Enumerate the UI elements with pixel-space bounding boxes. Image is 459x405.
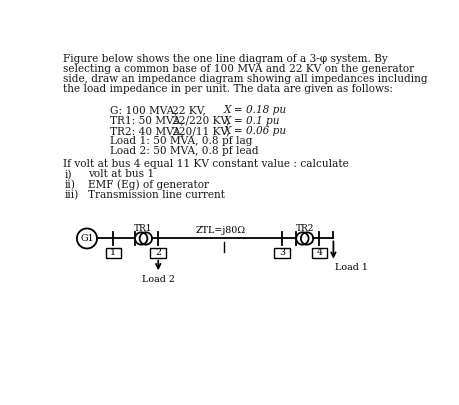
Text: 22/220 KV,: 22/220 KV, (172, 115, 229, 126)
Text: Load 1: 50 MVA, 0.8 pf lag: Load 1: 50 MVA, 0.8 pf lag (110, 136, 252, 146)
Text: TR1: TR1 (134, 224, 152, 233)
Text: TR2: 40 MVA,: TR2: 40 MVA, (110, 126, 184, 136)
Text: G: 100 MVA,: G: 100 MVA, (110, 105, 177, 115)
FancyBboxPatch shape (150, 248, 166, 258)
Text: 220/11 KV,: 220/11 KV, (172, 126, 229, 136)
Text: TR1: 50 MVA,: TR1: 50 MVA, (110, 115, 184, 126)
FancyBboxPatch shape (311, 248, 326, 258)
Text: 22 KV,: 22 KV, (172, 105, 206, 115)
Text: If volt at bus 4 equal 11 KV constant value : calculate: If volt at bus 4 equal 11 KV constant va… (63, 158, 348, 168)
Text: Load 2: Load 2 (141, 275, 174, 284)
Text: volt at bus 1: volt at bus 1 (88, 169, 153, 179)
Text: TR2: TR2 (295, 224, 313, 233)
Text: X = 0.1 pu: X = 0.1 pu (224, 115, 280, 126)
Text: Transmission line current: Transmission line current (88, 190, 224, 200)
Text: side, draw an impedance diagram showing all impedances including: side, draw an impedance diagram showing … (63, 75, 426, 84)
Text: X = 0.06 pu: X = 0.06 pu (224, 126, 286, 136)
Text: i): i) (64, 169, 72, 180)
FancyBboxPatch shape (105, 248, 121, 258)
Text: the load impedance in per unit. The data are given as follows:: the load impedance in per unit. The data… (63, 85, 392, 94)
Text: 2: 2 (155, 248, 161, 257)
Text: EMF (Eg) of generator: EMF (Eg) of generator (88, 180, 208, 190)
FancyBboxPatch shape (274, 248, 289, 258)
Text: Load 1: Load 1 (334, 263, 367, 272)
Text: ii): ii) (64, 180, 75, 190)
Text: X = 0.18 pu: X = 0.18 pu (224, 105, 286, 115)
Text: Load 2: 50 MVA, 0.8 pf lead: Load 2: 50 MVA, 0.8 pf lead (110, 146, 258, 156)
Text: selecting a common base of 100 MVA and 22 KV on the generator: selecting a common base of 100 MVA and 2… (63, 64, 413, 74)
Text: 4: 4 (316, 248, 322, 257)
Text: iii): iii) (64, 190, 78, 200)
Text: 1: 1 (110, 248, 116, 257)
Text: Figure below shows the one line diagram of a 3-φ system. By: Figure below shows the one line diagram … (63, 54, 387, 64)
Text: ZTL=j80Ω: ZTL=j80Ω (195, 226, 245, 235)
Text: G1: G1 (80, 234, 94, 243)
Text: 3: 3 (279, 248, 285, 257)
